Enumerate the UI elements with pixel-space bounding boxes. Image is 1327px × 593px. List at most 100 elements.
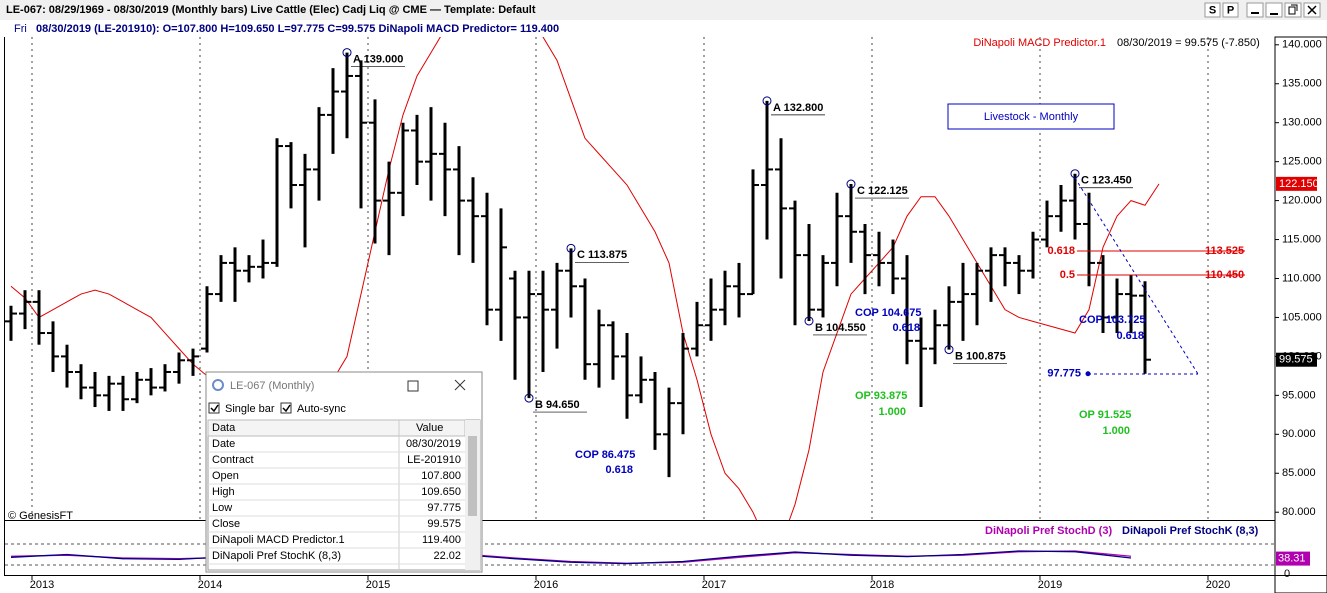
- pivot-label: B 104.550: [815, 322, 866, 334]
- fib-price: 113.525: [1205, 245, 1244, 257]
- fib-price: 110.450: [1205, 269, 1244, 281]
- pivot-label: B 100.875: [955, 350, 1006, 362]
- y-tick-label: 120.000: [1282, 195, 1322, 207]
- objective-label: COP 104.675: [855, 307, 921, 319]
- y-tick-label: 110.000: [1282, 272, 1321, 284]
- window-button[interactable]: [1222, 2, 1239, 18]
- dw-maximize[interactable]: [407, 380, 419, 392]
- y-tick-label: 80.000: [1282, 506, 1316, 518]
- y-tick-label: 105.000: [1282, 311, 1322, 323]
- pane-badge-label: 38.31: [1278, 552, 1306, 564]
- pivot-marker: [846, 179, 856, 189]
- x-tick-label: 2015: [366, 579, 390, 591]
- watermark: © GenesisFT: [8, 510, 73, 522]
- dropdown-button[interactable]: [1246, 2, 1264, 18]
- pivot-label: A 132.800: [773, 102, 823, 114]
- info-bar: [0, 20, 1327, 37]
- y-tick-label: 95.000: [1282, 389, 1316, 401]
- y-tick-label: 130.000: [1282, 117, 1322, 129]
- pivot-marker: [762, 96, 772, 106]
- dw-cell: 119.400: [422, 534, 461, 546]
- window-button[interactable]: [1204, 2, 1221, 18]
- objective-ratio: 1.000: [878, 406, 906, 418]
- group: [5, 543, 1275, 566]
- button-label: S: [1209, 4, 1216, 16]
- y-tick-label: 135.000: [1282, 78, 1322, 90]
- option-label[interactable]: Auto-sync: [297, 403, 346, 415]
- pane-legend: DiNapoli Pref StochK (8,3): [1122, 525, 1259, 537]
- dw-close[interactable]: [454, 379, 466, 391]
- price-badge: [1276, 176, 1317, 191]
- predictor-line: [10, 37, 1160, 520]
- pivot-label: C 113.875: [577, 249, 627, 261]
- window-title: LE-067: 08/29/1969 - 08/30/2019 (Monthly…: [6, 4, 536, 16]
- dw-cell: 22.02: [433, 550, 461, 562]
- target-dot: [1085, 371, 1091, 377]
- info-day: Fri: [14, 23, 27, 35]
- stoch-line: [10, 550, 1132, 564]
- pivot-label: C 122.125: [857, 185, 908, 197]
- dw-cell: 99.575: [427, 518, 461, 530]
- pivot-label: C 123.450: [1081, 175, 1132, 187]
- y-tick-label: 115.000: [1282, 233, 1321, 245]
- checkmark: [282, 404, 291, 413]
- dw-cell: High: [212, 486, 235, 498]
- price-badge-label: 99.575: [1279, 354, 1313, 366]
- checkmark: [210, 404, 219, 413]
- pivot-marker: [804, 316, 814, 326]
- price-axis: [1274, 36, 1327, 593]
- dw-cell: 109.650: [421, 486, 461, 498]
- dw-cell: Contract: [212, 454, 254, 466]
- pivot-label: A 139.000: [353, 53, 403, 65]
- pivot-label: B 94.650: [535, 399, 580, 411]
- group: [5, 37, 1160, 520]
- caption: Livestock - Monthly: [984, 111, 1079, 123]
- icon: [1307, 5, 1317, 15]
- x-tick-label: 2017: [702, 579, 726, 591]
- legend-name: DiNapoli MACD Predictor.1: [973, 37, 1106, 49]
- pane-legend: DiNapoli Pref StochD (3): [985, 525, 1112, 537]
- objective-ratio: 0.618: [892, 322, 920, 334]
- dw-title: LE-067 (Monthly): [230, 380, 314, 392]
- stoch-line: [10, 550, 1132, 565]
- pane-badge: [1276, 551, 1310, 566]
- title-bar: [0, 0, 1327, 20]
- objective-ratio: 0.618: [1116, 330, 1144, 342]
- dw-cell: LE-201910: [407, 454, 461, 466]
- x-tick-label: 2018: [870, 579, 894, 591]
- projection: [1074, 177, 1199, 375]
- option-label[interactable]: Single bar: [225, 403, 275, 415]
- price-badge: [1276, 352, 1317, 367]
- dw-cell: 107.800: [421, 470, 461, 482]
- fib-ratio: 0.618: [1047, 245, 1075, 257]
- x-tick-label: 2019: [1038, 579, 1062, 591]
- caption-box: [947, 103, 1115, 130]
- pane-tick-label: 0: [1284, 568, 1290, 580]
- dw-cell: DiNapoli MACD Predictor.1: [212, 534, 345, 546]
- dw-header-cell: Data: [212, 422, 236, 434]
- y-tick-label: 90.000: [1282, 428, 1316, 440]
- dw-cell: Low: [212, 502, 232, 514]
- x-tick-label: 2013: [30, 579, 54, 591]
- pivot-marker: [566, 243, 576, 253]
- legend-value: 08/30/2019 = 99.575 (-7.850): [1117, 37, 1260, 49]
- objective-label: OP 93.875: [855, 390, 907, 402]
- dw-cell: DiNapoli Pref StochK (8,3): [212, 550, 341, 562]
- dw-icon: [212, 379, 224, 391]
- dw-scroll-thumb[interactable]: [468, 436, 477, 516]
- objective-label: COP 86.475: [575, 449, 635, 461]
- dw-cell: Date: [212, 438, 235, 450]
- dw-cell: Open: [212, 470, 239, 482]
- x-tick-label: 2014: [198, 579, 222, 591]
- dw-header-cell: Value: [416, 422, 443, 434]
- checkbox[interactable]: [280, 402, 292, 414]
- checkbox[interactable]: [208, 402, 220, 414]
- dw-table: [207, 419, 481, 571]
- objective-ratio: 0.618: [605, 464, 633, 476]
- price-badge-label: 122.150: [1279, 178, 1319, 190]
- y-tick-label: 140.000: [1282, 39, 1322, 51]
- dw-cell: 08/30/2019: [406, 438, 461, 450]
- button-label: P: [1227, 4, 1234, 16]
- x-tick-label: 2020: [1206, 579, 1230, 591]
